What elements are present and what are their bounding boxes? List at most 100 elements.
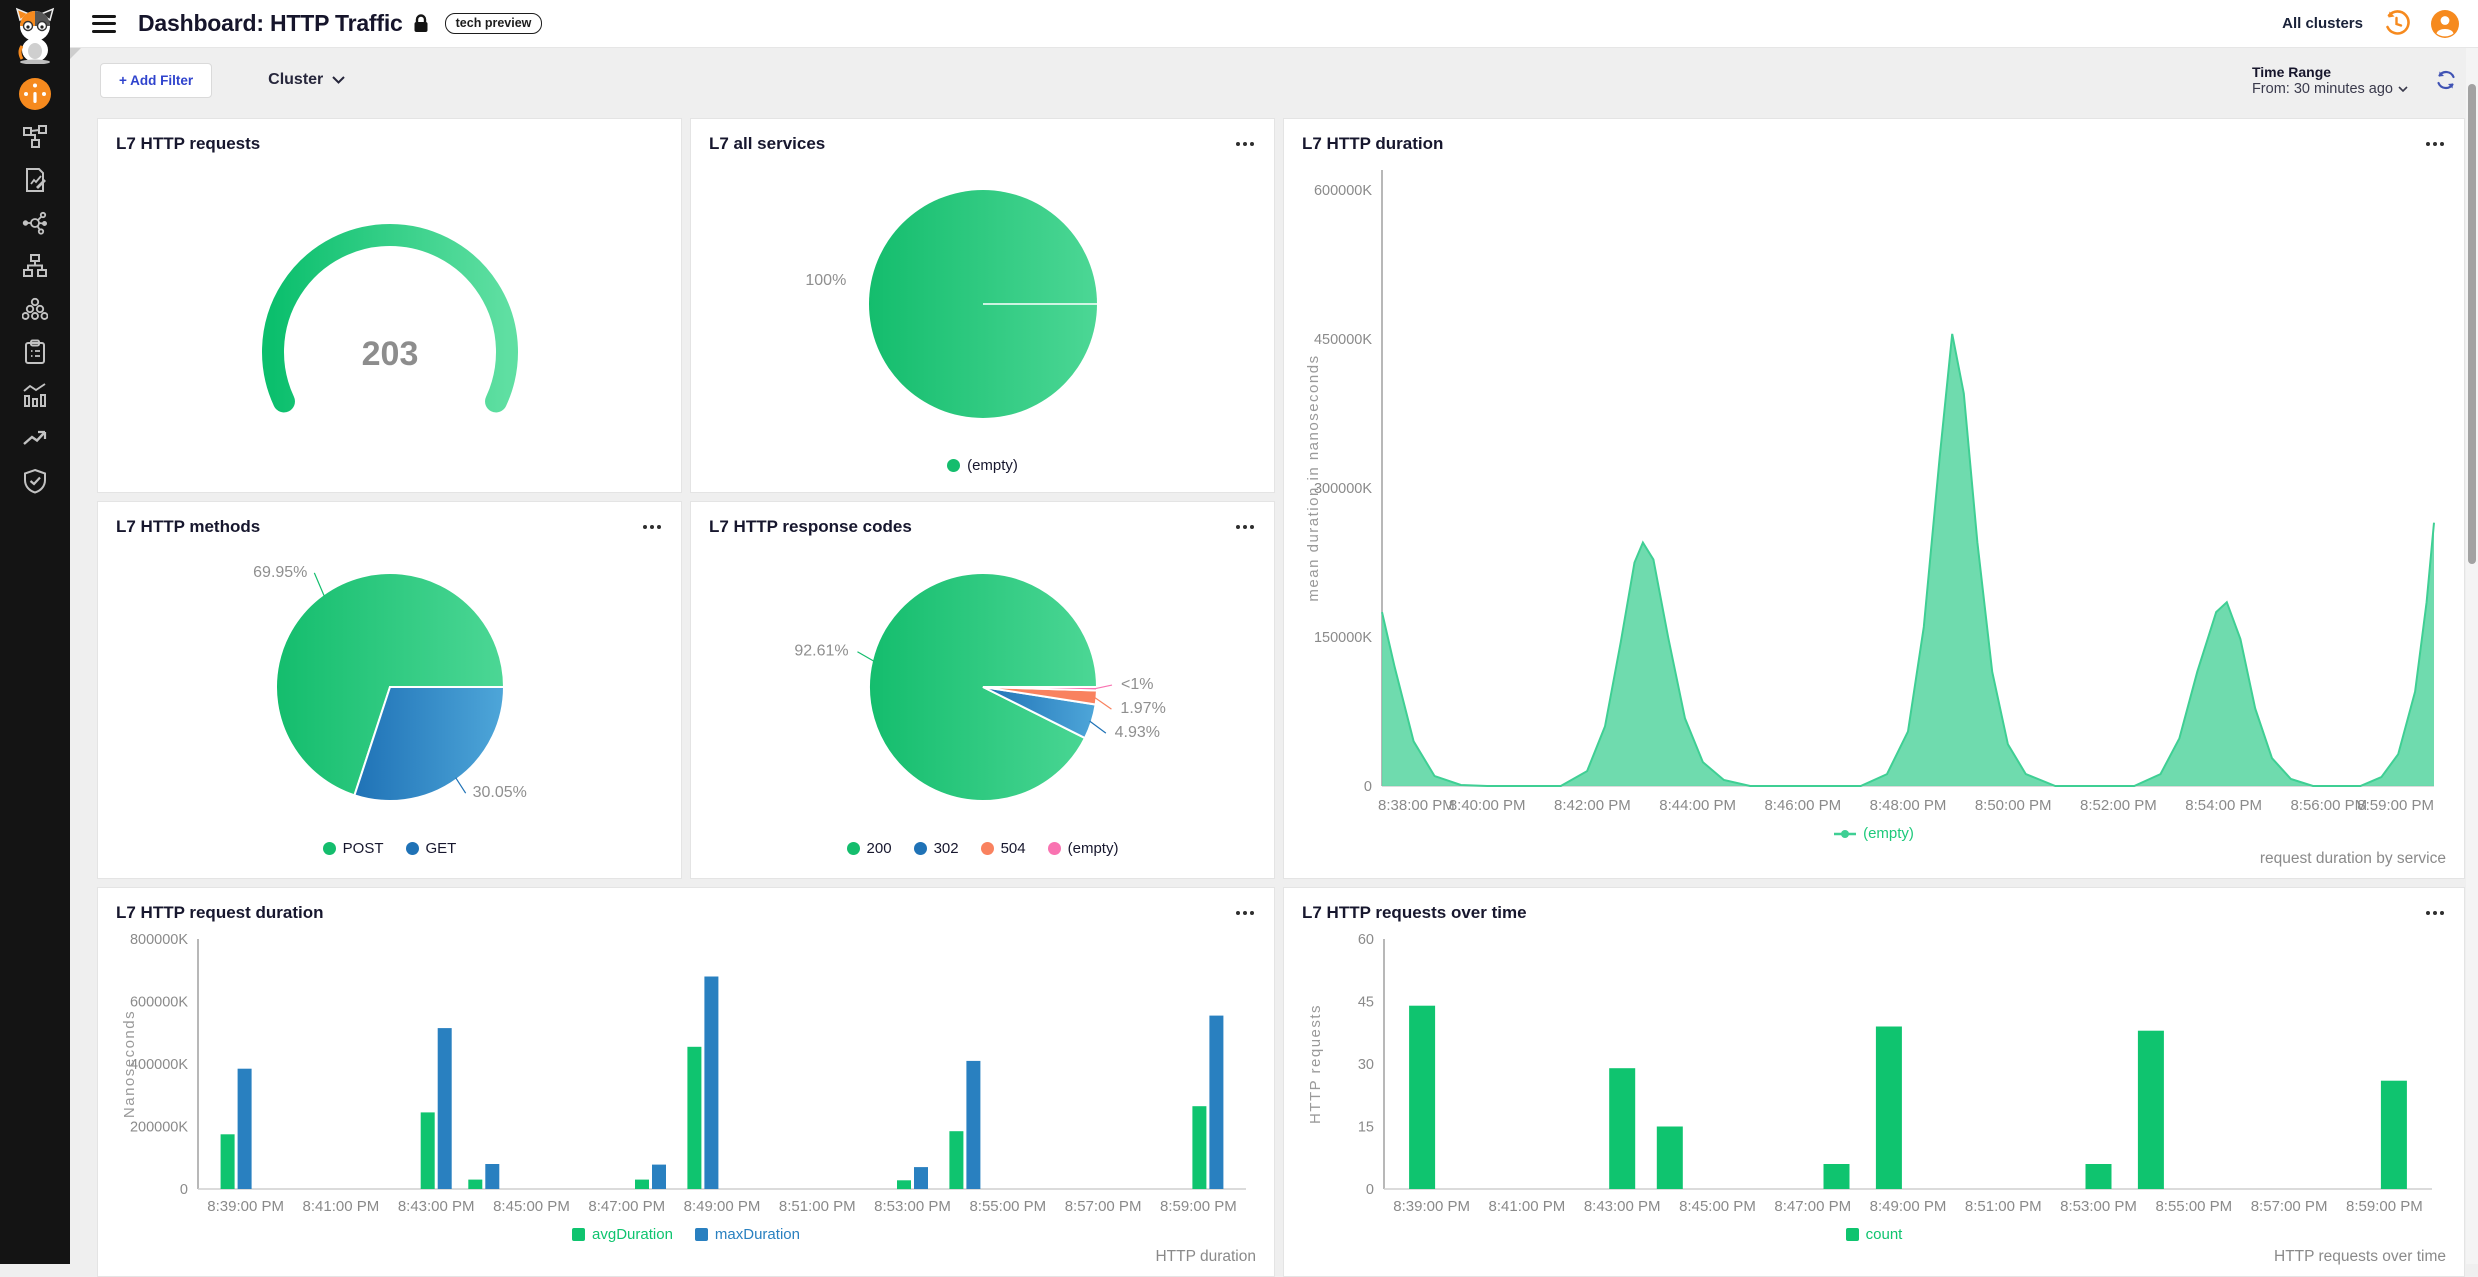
- svg-text:30.05%: 30.05%: [473, 784, 527, 801]
- svg-text:300000K: 300000K: [1314, 481, 1372, 497]
- chart-legend: POST GET: [98, 840, 681, 857]
- panel-menu-button[interactable]: [2424, 903, 2446, 923]
- panel-l7-http-requests-over-time: L7 HTTP requests over time 0 15 30 45 60 HTTP…: [1283, 887, 2465, 1277]
- lock-icon: [414, 14, 428, 32]
- legend-item[interactable]: (empty): [1834, 825, 1914, 842]
- policy-document-icon: [26, 168, 46, 192]
- panel-menu-button[interactable]: [1234, 903, 1256, 923]
- chart-legend: (empty): [1284, 825, 2464, 842]
- sidebar-nav: [17, 78, 53, 497]
- svg-text:450000K: 450000K: [1314, 332, 1372, 348]
- legend-item[interactable]: maxDuration: [694, 1226, 800, 1243]
- legend-item[interactable]: count: [1845, 1226, 1902, 1243]
- cluster-scope-label[interactable]: All clusters: [2282, 15, 2363, 32]
- svg-text:8:57:00 PM: 8:57:00 PM: [1065, 1198, 1142, 1215]
- svg-text:69.95%: 69.95%: [253, 564, 307, 581]
- time-range-value: From: 30 minutes ago: [2251, 80, 2393, 97]
- legend-item[interactable]: GET: [405, 840, 457, 857]
- sidebar-item-trends[interactable]: [17, 422, 53, 454]
- svg-text:600000K: 600000K: [130, 995, 188, 1011]
- area-chart[interactable]: 0 150000K 300000K 450000K 600000K mean durati…: [1298, 156, 2444, 818]
- svg-text:8:41:00 PM: 8:41:00 PM: [1489, 1198, 1566, 1215]
- chart-legend: (empty): [691, 457, 1274, 474]
- pie-chart[interactable]: 92.61% 4.93% 1.97% <1%: [709, 541, 1258, 833]
- menu-icon[interactable]: [92, 14, 116, 33]
- svg-text:8:57:00 PM: 8:57:00 PM: [2251, 1198, 2328, 1215]
- sidebar-item-service-graph[interactable]: [17, 207, 53, 239]
- chevron-down-icon: [2398, 85, 2408, 92]
- panel-menu-button[interactable]: [2424, 134, 2446, 154]
- svg-text:8:59:00 PM: 8:59:00 PM: [1160, 1198, 1237, 1215]
- scrollbar-thumb[interactable]: [2468, 84, 2476, 564]
- cluster-nodes-icon: [22, 297, 48, 320]
- svg-text:8:50:00 PM: 8:50:00 PM: [1975, 797, 2052, 814]
- trend-icon: [23, 430, 47, 445]
- svg-text:8:52:00 PM: 8:52:00 PM: [2080, 797, 2157, 814]
- panel-menu-button[interactable]: [641, 517, 663, 537]
- sidebar-item-clusters[interactable]: [17, 293, 53, 325]
- sidebar-item-compliance[interactable]: [17, 336, 53, 368]
- sidebar-item-topology[interactable]: [17, 121, 53, 153]
- dashboard-grid: L7 HTTP requests 203 L7 all services 100…: [70, 112, 2466, 1277]
- legend-item[interactable]: avgDuration: [572, 1226, 673, 1243]
- svg-text:0: 0: [1366, 1182, 1374, 1198]
- sidebar-item-policies[interactable]: [17, 164, 53, 196]
- sidebar-item-dashboard[interactable]: [17, 78, 53, 110]
- svg-text:600000K: 600000K: [1314, 183, 1372, 199]
- svg-text:<1%: <1%: [1121, 676, 1153, 693]
- legend-item[interactable]: POST: [322, 840, 384, 857]
- dashboard-gauge-icon: [19, 78, 51, 110]
- sidebar-item-sitemap[interactable]: [17, 250, 53, 282]
- sidebar-item-statistics[interactable]: [17, 379, 53, 411]
- legend-label: (empty): [1067, 840, 1119, 857]
- add-filter-button[interactable]: + Add Filter: [100, 62, 213, 98]
- series-marker-icon: [846, 842, 860, 855]
- legend-item[interactable]: 302: [913, 840, 959, 857]
- svg-text:60: 60: [1358, 932, 1374, 948]
- svg-text:8:44:00 PM: 8:44:00 PM: [1659, 797, 1736, 814]
- svg-text:8:43:00 PM: 8:43:00 PM: [398, 1198, 475, 1215]
- calico-cat-logo[interactable]: [10, 6, 60, 64]
- cluster-dropdown-label: Cluster: [268, 71, 324, 88]
- panel-menu-button[interactable]: [1234, 134, 1256, 154]
- legend-label: GET: [425, 840, 457, 857]
- svg-text:8:54:00 PM: 8:54:00 PM: [2185, 797, 2262, 814]
- series-marker-icon: [405, 842, 419, 855]
- legend-item[interactable]: 504: [980, 840, 1026, 857]
- svg-text:8:39:00 PM: 8:39:00 PM: [207, 1198, 284, 1215]
- time-range-selector[interactable]: Time Range From: 30 minutes ago: [2252, 64, 2408, 97]
- legend-label: POST: [342, 840, 384, 857]
- pie-chart[interactable]: 100%: [709, 158, 1258, 450]
- legend-item[interactable]: (empty): [947, 457, 1018, 474]
- bar-chart[interactable]: 0 15 30 45 60 HTTP requests 8:39:00 PM 8:41:00 …: [1300, 931, 2442, 1219]
- pie-chart[interactable]: 69.95% 30.05%: [116, 541, 665, 833]
- service-graph-icon: [22, 211, 47, 235]
- svg-text:8:55:00 PM: 8:55:00 PM: [2155, 1198, 2232, 1215]
- panel-title: L7 HTTP requests: [116, 134, 261, 153]
- corner-wedge: [70, 48, 81, 59]
- panel-title: L7 HTTP requests over time: [1302, 903, 1527, 922]
- panel-title: L7 HTTP request duration: [116, 903, 324, 922]
- sitemap-icon: [23, 254, 47, 277]
- panel-menu-button[interactable]: [1234, 517, 1256, 537]
- svg-text:Nanoseconds: Nanoseconds: [121, 1010, 138, 1118]
- svg-text:800000K: 800000K: [130, 932, 188, 948]
- chevron-down-icon: [332, 76, 345, 84]
- panel-caption: HTTP duration: [1155, 1248, 1256, 1265]
- panel-caption: request duration by service: [2259, 850, 2446, 867]
- svg-text:8:55:00 PM: 8:55:00 PM: [969, 1198, 1046, 1215]
- refresh-icon: [2437, 70, 2455, 90]
- gauge-chart[interactable]: 203: [116, 180, 665, 490]
- panel-title: L7 HTTP methods: [116, 517, 261, 536]
- cluster-dropdown[interactable]: Cluster: [268, 71, 345, 89]
- svg-text:8:46:00 PM: 8:46:00 PM: [1764, 797, 1841, 814]
- history-button[interactable]: [2383, 10, 2410, 37]
- sidebar-item-security[interactable]: [17, 465, 53, 497]
- legend-item[interactable]: (empty): [1047, 840, 1119, 857]
- top-bar: Dashboard: HTTP Traffic tech preview All…: [70, 0, 2478, 48]
- bar-chart[interactable]: 0 200000K 400000K 600000K 800000K Nanoseconds…: [114, 931, 1256, 1219]
- refresh-button[interactable]: [2434, 68, 2458, 92]
- user-menu-button[interactable]: [2430, 9, 2460, 39]
- legend-item[interactable]: 200: [846, 840, 892, 857]
- panel-title: L7 HTTP response codes: [709, 517, 912, 536]
